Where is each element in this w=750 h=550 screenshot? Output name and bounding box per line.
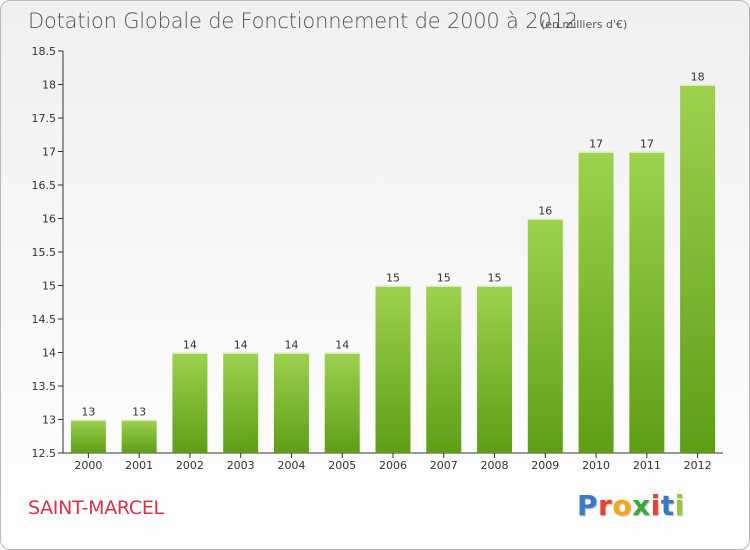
bar-value-label: 14 [234, 339, 248, 352]
x-tick-label: 2005 [328, 459, 356, 472]
bar-highlight [70, 419, 106, 421]
x-tick-label: 2003 [227, 459, 255, 472]
y-axis: 12.5 13 13.5 14 14.5 15 15.5 16 16.5 17 17.5 18 18.5 [32, 45, 64, 460]
value-labels: 13 13 14 14 14 14 15 15 15 16 17 17 18 [81, 71, 704, 419]
y-tick-label: 15.5 [32, 246, 57, 259]
y-tick-label: 13.5 [32, 380, 57, 393]
bar-highlight [121, 419, 157, 421]
bar-value-label: 14 [335, 339, 349, 352]
y-tick-label: 18.5 [32, 45, 57, 58]
bar-highlight [324, 352, 360, 354]
y-tick-label: 13 [42, 414, 56, 427]
bar [375, 285, 411, 453]
bar-value-label: 13 [132, 406, 146, 419]
chart-subtitle: (en milliers d'€) [541, 18, 628, 31]
bar [273, 352, 309, 453]
bar-value-label: 17 [640, 138, 654, 151]
bar-value-label: 14 [183, 339, 197, 352]
logo-letter: r [598, 489, 613, 522]
bar-highlight [273, 352, 309, 354]
y-tick-label: 16.5 [32, 179, 57, 192]
bar-highlight [527, 218, 563, 220]
logo-letter: o [612, 489, 633, 522]
y-tick-label: 12.5 [32, 447, 57, 460]
x-tick-label: 2006 [379, 459, 407, 472]
bar [477, 285, 513, 453]
bar-value-label: 18 [691, 71, 705, 84]
x-tick-label: 2001 [125, 459, 153, 472]
bar-value-label: 15 [488, 272, 502, 285]
bar [70, 419, 106, 453]
y-tick-label: 15 [42, 280, 56, 293]
logo-letter: i [650, 489, 661, 522]
bar [121, 419, 157, 453]
bar-value-label: 15 [386, 272, 400, 285]
bar-value-label: 13 [81, 406, 95, 419]
logo-letter: x [632, 489, 651, 522]
y-tick-label: 16 [42, 213, 56, 226]
x-tick-label: 2000 [74, 459, 102, 472]
x-axis: 2000 2001 2002 2003 2004 2005 2006 2007 2008 2009… [63, 452, 723, 472]
bar-highlight [629, 151, 665, 153]
bar [629, 151, 665, 453]
logo-letter: P [577, 489, 599, 522]
x-tick-label: 2011 [633, 459, 661, 472]
bar-highlight [477, 285, 513, 287]
y-tick-label: 14 [42, 347, 56, 360]
bar-highlight [375, 285, 411, 287]
bar [172, 352, 208, 453]
x-tick-label: 2010 [582, 459, 610, 472]
commune-name: SAINT-MARCEL [28, 497, 164, 519]
bar-highlight [172, 352, 208, 354]
proxiti-logo: Proxiti [577, 489, 685, 522]
bar [426, 285, 462, 453]
chart-title: Dotation Globale de Fonctionnement de 20… [28, 9, 578, 33]
logo-letter: i [674, 489, 685, 522]
bar [223, 352, 259, 453]
bar-highlight [223, 352, 259, 354]
y-tick-label: 17.5 [32, 112, 57, 125]
bars [70, 84, 716, 453]
y-tick-label: 14.5 [32, 313, 57, 326]
bar [578, 151, 614, 453]
x-tick-label: 2007 [430, 459, 458, 472]
bar-highlight [680, 84, 716, 86]
bar-highlight [426, 285, 462, 287]
bar-value-label: 15 [437, 272, 451, 285]
x-tick-label: 2012 [684, 459, 712, 472]
x-tick-label: 2009 [531, 459, 559, 472]
bar-highlight [578, 151, 614, 153]
bar [527, 218, 563, 453]
x-tick-label: 2008 [481, 459, 509, 472]
y-tick-label: 17 [42, 146, 56, 159]
logo-letter: t [660, 489, 675, 522]
bar-value-label: 14 [284, 339, 298, 352]
bar-value-label: 16 [538, 205, 552, 218]
bar [324, 352, 360, 453]
bar-value-label: 17 [589, 138, 603, 151]
x-tick-label: 2004 [277, 459, 305, 472]
bar [680, 84, 716, 453]
x-tick-label: 2002 [176, 459, 204, 472]
y-tick-label: 18 [42, 79, 56, 92]
